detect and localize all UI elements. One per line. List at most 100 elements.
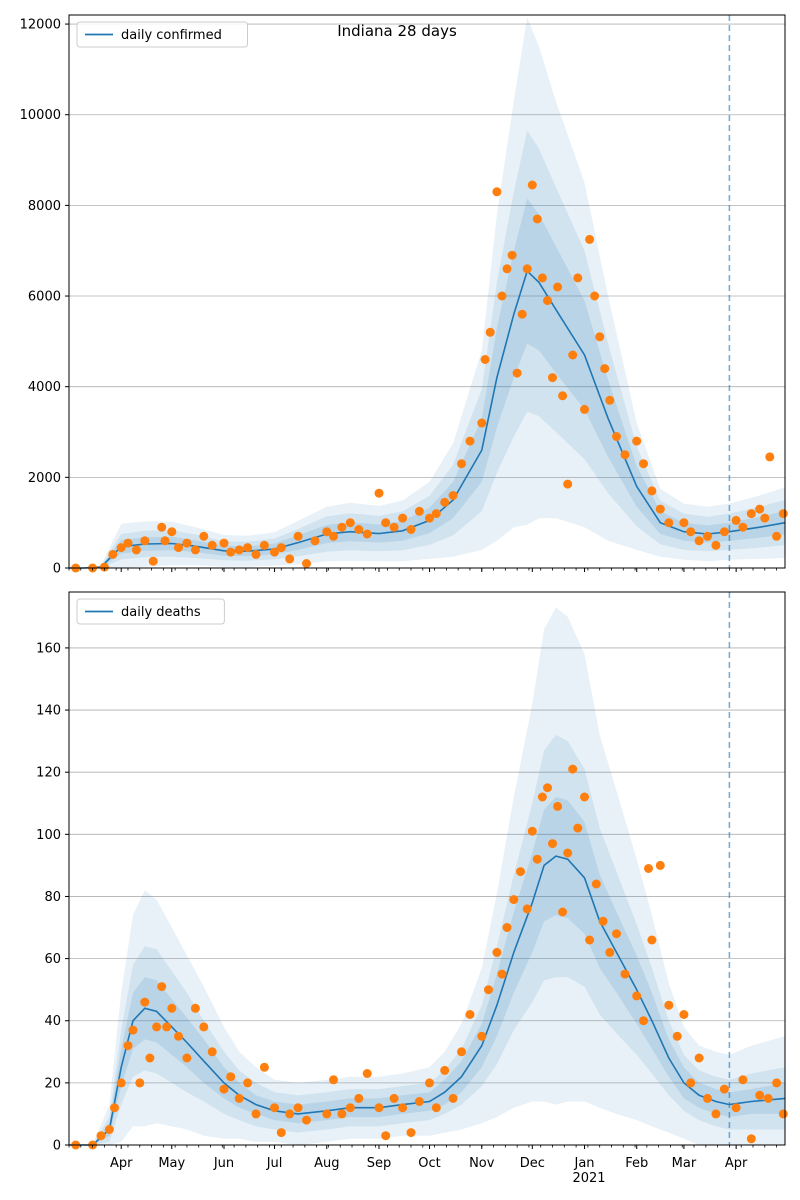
data-point: [639, 459, 648, 469]
data-point: [322, 527, 332, 537]
data-point: [527, 180, 537, 190]
y-tick-label: 4000: [28, 380, 61, 395]
data-point: [345, 518, 355, 528]
x-tick-label: Apr: [110, 1156, 133, 1171]
data-point: [259, 1062, 269, 1072]
data-point: [522, 264, 532, 274]
data-point: [632, 436, 642, 446]
data-point: [414, 506, 424, 516]
y-tick-label: 10000: [20, 108, 61, 123]
data-point: [234, 545, 244, 555]
data-point: [778, 1109, 788, 1119]
data-point: [632, 991, 642, 1001]
data-point: [522, 904, 532, 914]
data-point: [322, 1109, 332, 1119]
data-point: [620, 450, 630, 460]
data-point: [337, 522, 347, 532]
data-point: [207, 1047, 217, 1057]
x-tick-label: Nov: [469, 1156, 495, 1171]
data-point: [639, 1016, 648, 1026]
y-tick-label: 0: [53, 1139, 61, 1154]
x-tick-label: Sep: [367, 1156, 392, 1171]
y-tick-label: 80: [44, 890, 61, 905]
data-point: [686, 527, 696, 537]
data-point: [243, 1078, 253, 1088]
data-point: [190, 1003, 200, 1013]
data-point: [389, 1093, 399, 1103]
y-tick-label: 60: [44, 952, 61, 967]
data-point: [719, 1084, 729, 1094]
data-point: [199, 1022, 209, 1032]
data-point: [763, 1093, 773, 1103]
data-point: [772, 1078, 782, 1088]
data-point: [568, 764, 578, 774]
data-point: [772, 531, 782, 541]
band-outer: [69, 17, 785, 569]
data-point: [711, 540, 721, 550]
data-point: [398, 513, 408, 523]
data-point: [548, 373, 557, 383]
data-point: [679, 1010, 689, 1019]
x-tick-label: Jun: [213, 1156, 234, 1171]
data-point: [694, 1053, 704, 1063]
y-tick-label: 160: [36, 641, 61, 656]
model-line: [69, 269, 786, 569]
y-tick-label: 12000: [20, 18, 61, 33]
band-inner: [69, 198, 785, 568]
year-label: 2021: [572, 1171, 605, 1186]
x-tick-label: Oct: [418, 1156, 440, 1171]
data-point: [182, 538, 192, 548]
data-point: [778, 509, 788, 519]
data-point: [563, 479, 573, 489]
y-tick-label: 140: [36, 704, 61, 719]
data-point: [174, 1031, 183, 1041]
data-point: [362, 1069, 372, 1078]
data-point: [664, 1000, 674, 1010]
data-point: [123, 538, 133, 548]
data-point: [337, 1109, 347, 1119]
y-tick-label: 100: [36, 828, 61, 843]
data-point: [440, 497, 450, 507]
data-point: [457, 1047, 466, 1057]
data-point: [345, 1103, 355, 1113]
legend-box: [76, 21, 248, 48]
axes-frame: [68, 14, 786, 569]
data-point: [755, 504, 765, 514]
data-point: [123, 1041, 133, 1051]
data-point: [509, 895, 519, 905]
data-point: [647, 486, 657, 496]
data-point: [160, 536, 170, 546]
data-point: [703, 1093, 712, 1103]
data-point: [329, 531, 338, 541]
data-point: [243, 543, 253, 553]
data-point: [293, 1103, 303, 1113]
data-point: [145, 1053, 155, 1063]
data-point: [548, 839, 557, 849]
data-point: [270, 1103, 279, 1113]
y-tick-label: 0: [53, 562, 61, 577]
data-point: [259, 540, 269, 550]
data-point: [612, 929, 621, 939]
y-tick-label: 120: [36, 766, 61, 781]
data-point: [492, 947, 502, 957]
data-point: [558, 391, 568, 401]
data-point: [389, 522, 399, 532]
data-point: [219, 1084, 229, 1094]
data-point: [293, 531, 303, 541]
data-point: [600, 364, 610, 374]
data-point: [465, 1010, 475, 1019]
data-point: [448, 1093, 458, 1103]
data-point: [537, 273, 547, 283]
data-point: [477, 1031, 487, 1041]
data-point: [568, 350, 578, 360]
data-point: [719, 527, 729, 537]
data-point: [157, 982, 167, 992]
data-point: [406, 525, 416, 534]
data-point: [425, 1078, 434, 1088]
data-point: [96, 1131, 106, 1141]
data-point: [135, 1078, 145, 1088]
data-point: [431, 1103, 441, 1113]
data-point: [553, 282, 563, 292]
band-middle: [69, 734, 785, 1145]
data-point: [174, 543, 183, 553]
